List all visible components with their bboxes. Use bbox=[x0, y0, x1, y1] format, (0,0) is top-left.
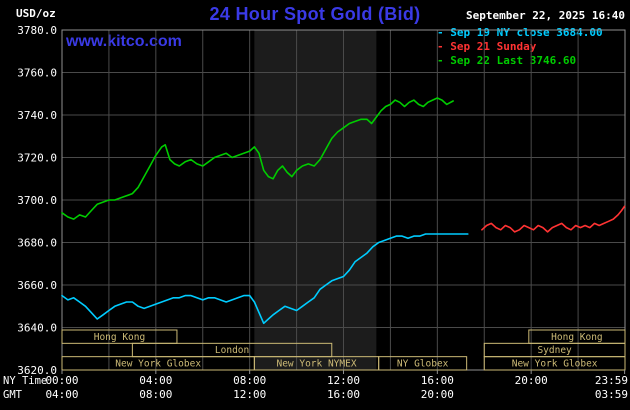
x-tick-label-nytime: 08:00 bbox=[233, 374, 266, 387]
session-box bbox=[61, 329, 178, 344]
session-label: Hong Kong bbox=[551, 332, 602, 343]
price-line-sep22 bbox=[61, 97, 454, 220]
y-tick-label: 3780.0 bbox=[17, 24, 57, 37]
chart-title: 24 Hour Spot Gold (Bid) bbox=[209, 4, 421, 24]
legend-item-sep21: - Sep 21 Sunday bbox=[437, 40, 537, 53]
y-tick-label: 3640.0 bbox=[17, 322, 57, 335]
session-label: New York Globex bbox=[115, 359, 201, 370]
x-tick-label-nytime: 23:59 bbox=[595, 374, 628, 387]
y-tick-label: 3660.0 bbox=[17, 279, 57, 292]
x-tick-label-nytime: 04:00 bbox=[139, 374, 172, 387]
session-label: New York Globex bbox=[512, 359, 598, 370]
session-label: London bbox=[215, 345, 249, 356]
y-tick-label: 3740.0 bbox=[17, 109, 57, 122]
x-axis-row-label-nytime: NY Time bbox=[3, 375, 47, 387]
price-line-sep19 bbox=[61, 233, 469, 325]
x-tick-label-nytime: 00:00 bbox=[45, 374, 78, 387]
session-label: New York NYMEX bbox=[276, 359, 356, 370]
legend-item-sep22: - Sep 22 Last 3746.60 bbox=[437, 54, 577, 67]
session-label: NY Globex bbox=[397, 359, 449, 370]
y-tick-label: 3680.0 bbox=[17, 237, 57, 250]
y-axis-units-label: USD/oz bbox=[16, 7, 56, 20]
x-tick-label-nytime: 12:00 bbox=[327, 374, 360, 387]
x-tick-label-gmt: 03:59 bbox=[595, 388, 628, 401]
y-tick-label: 3720.0 bbox=[17, 152, 57, 165]
x-tick-label-nytime: 20:00 bbox=[515, 374, 548, 387]
x-tick-label-gmt: 16:00 bbox=[327, 388, 360, 401]
x-tick-label-gmt: 08:00 bbox=[139, 388, 172, 401]
y-tick-label: 3620.0 bbox=[17, 364, 57, 377]
x-tick-label-gmt: 20:00 bbox=[421, 388, 454, 401]
x-tick-label-gmt: 04:00 bbox=[45, 388, 78, 401]
price-line-sep21 bbox=[481, 205, 626, 233]
x-axis-row-label-gmt: GMT bbox=[3, 389, 23, 401]
session-label: Hong Kong bbox=[94, 332, 145, 343]
legend-item-sep19: - Sep 19 NY close 3684.00 bbox=[437, 26, 603, 39]
session-box bbox=[378, 356, 468, 371]
chart-legend: - Sep 19 NY close 3684.00 - Sep 21 Sunda… bbox=[437, 26, 603, 68]
x-tick-label-nytime: 16:00 bbox=[421, 374, 454, 387]
x-tick-label-gmt: 12:00 bbox=[233, 388, 266, 401]
chart-datetime: September 22, 2025 16:40 bbox=[466, 9, 625, 22]
session-label: Sydney bbox=[537, 345, 572, 356]
y-tick-label: 3700.0 bbox=[17, 194, 57, 207]
y-tick-label: 3760.0 bbox=[17, 67, 57, 80]
session-box bbox=[483, 356, 626, 371]
kitco-watermark-link[interactable]: www.kitco.com bbox=[66, 33, 182, 50]
